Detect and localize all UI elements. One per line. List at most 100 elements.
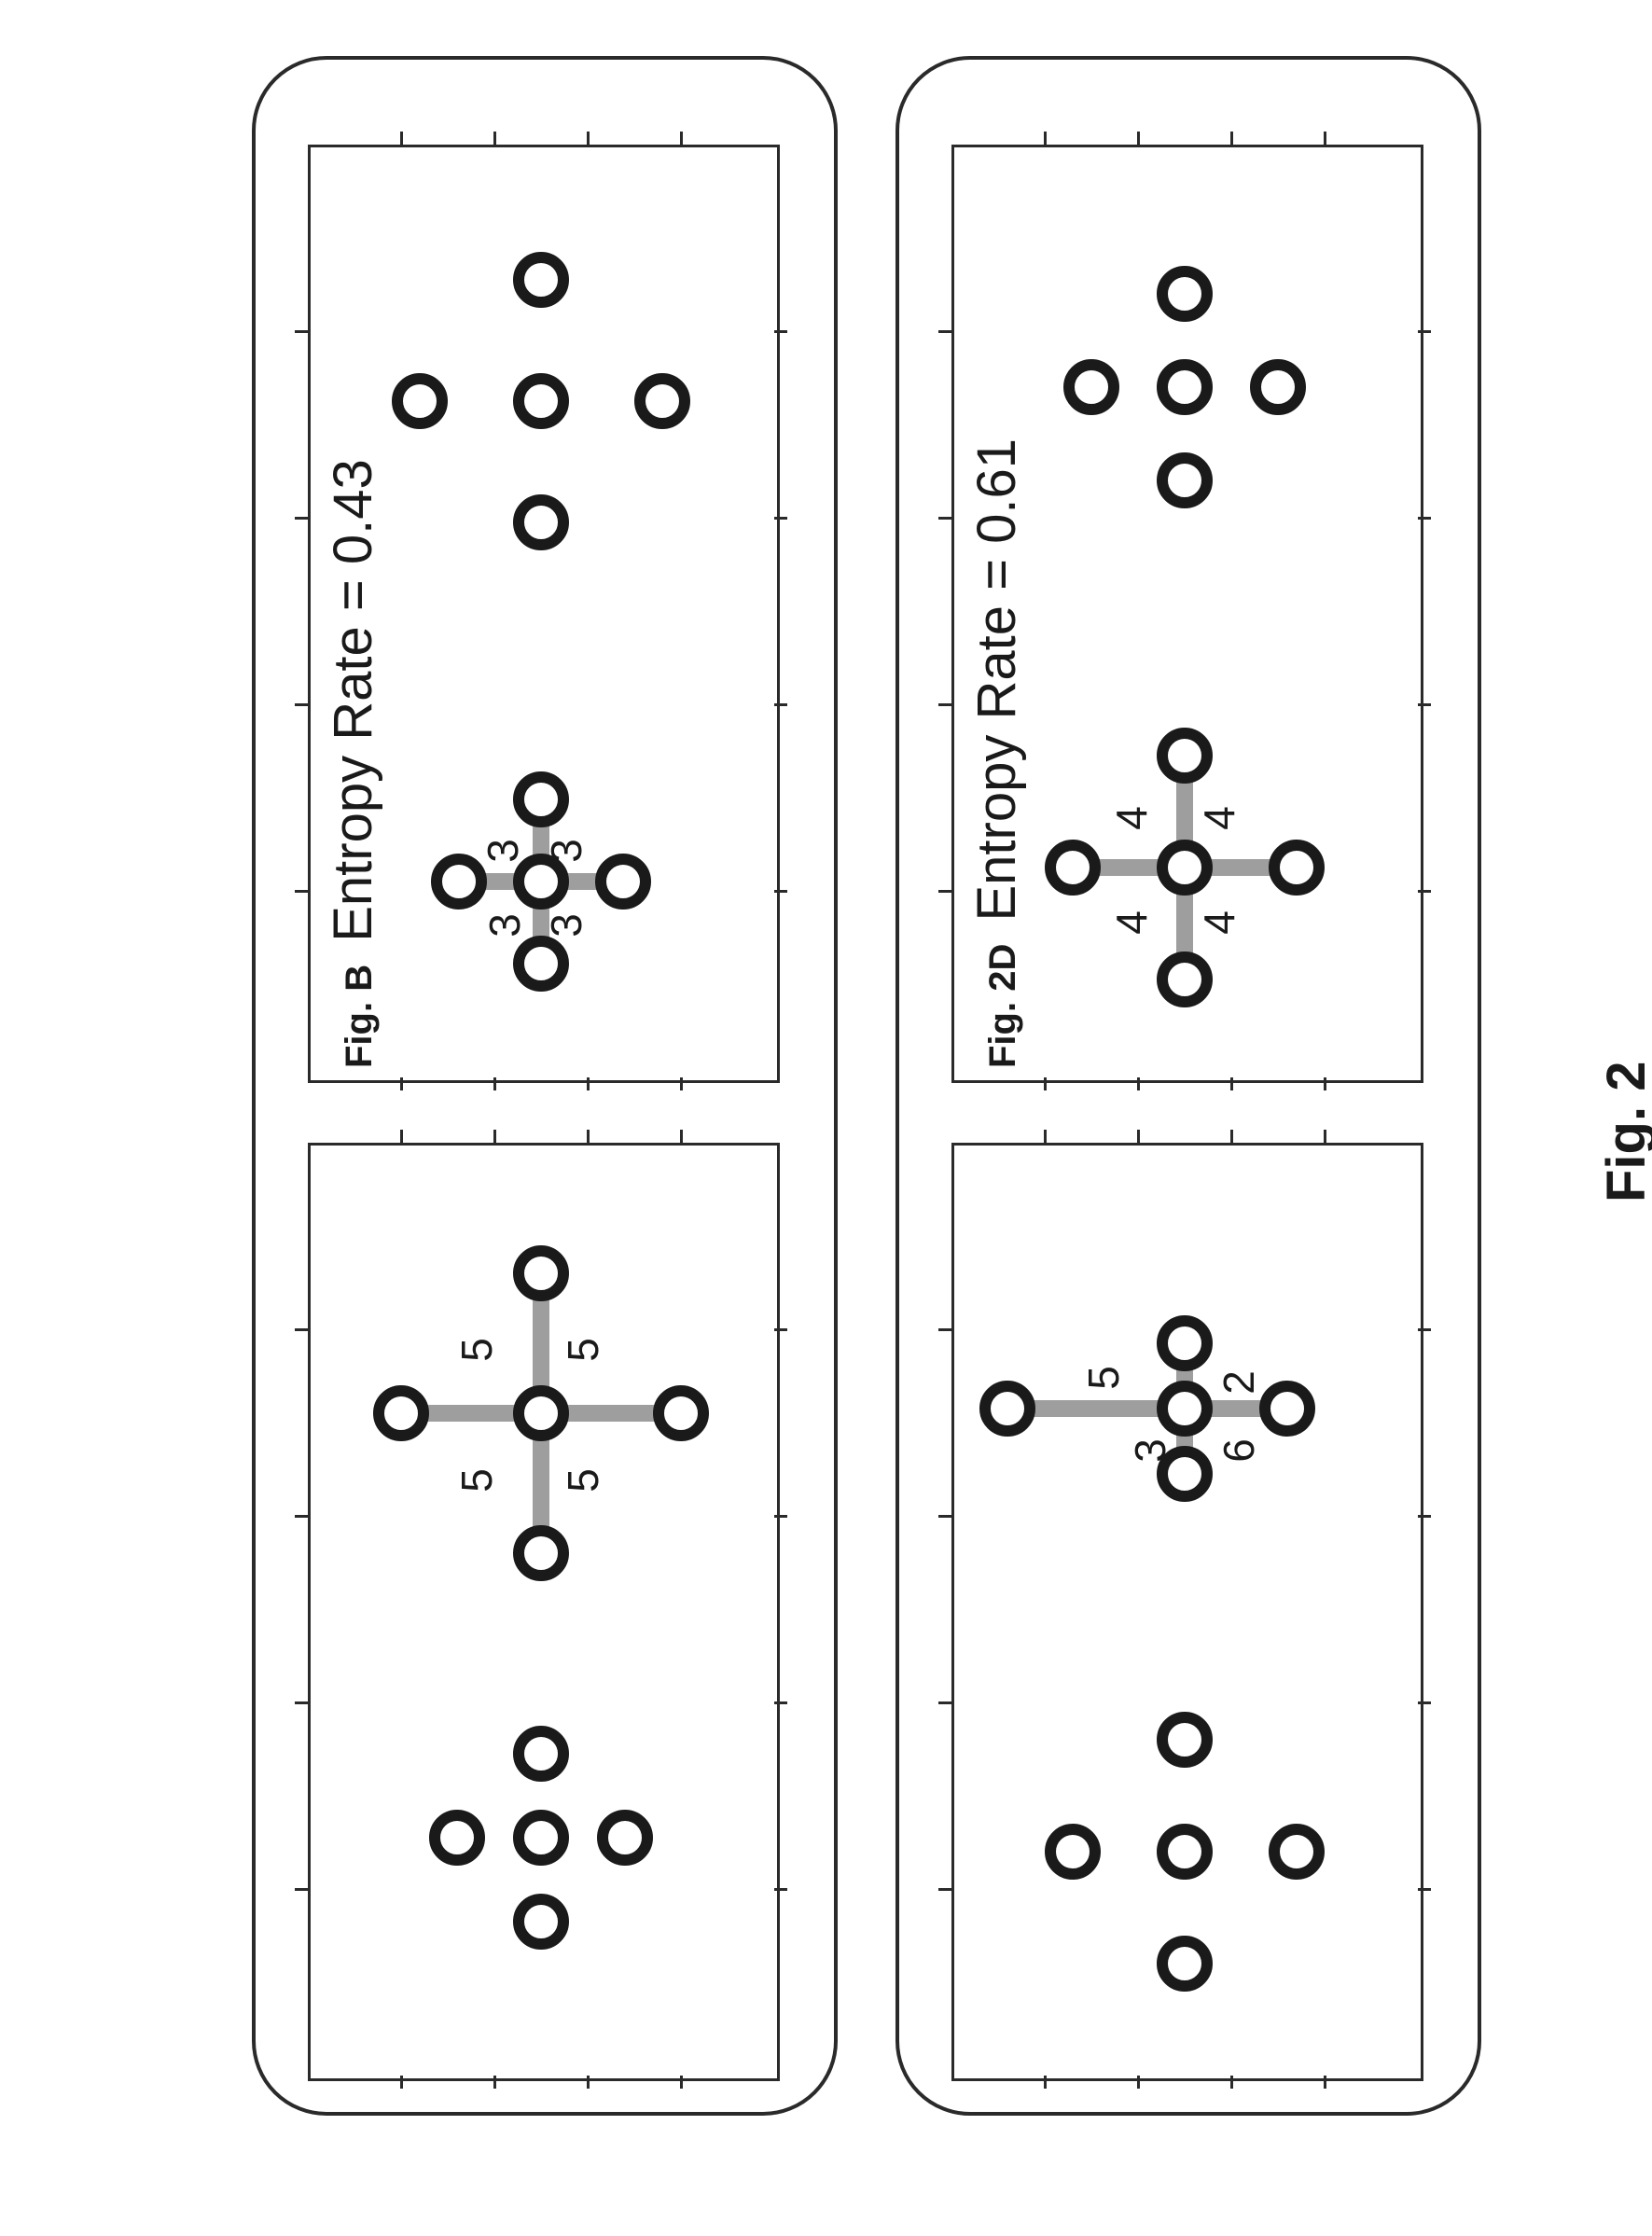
node-2C-c: [1157, 728, 1213, 784]
tick: [1230, 2076, 1233, 2089]
tick: [774, 1515, 787, 1518]
edge-label-2D: 5: [1078, 1366, 1129, 1390]
tick: [1137, 2076, 1140, 2089]
node-2D-c: [979, 1381, 1035, 1437]
tick: [1230, 132, 1233, 145]
node-2B-u: [429, 1810, 485, 1866]
node-2A-u: [513, 252, 569, 308]
tick: [587, 1077, 590, 1090]
edge-label-2C: 4: [1194, 806, 1244, 830]
tick: [1044, 1077, 1047, 1090]
tick: [774, 517, 787, 520]
node-2D-c: [1157, 1315, 1213, 1371]
tick: [1230, 1130, 1233, 1143]
node-2A-c: [595, 854, 651, 910]
tick: [295, 1515, 308, 1518]
edge-label-2B: 5: [558, 1338, 608, 1362]
tick: [295, 1701, 308, 1704]
node-2C-u: [1250, 359, 1306, 415]
rate-label: Entropy Rate = 0.43: [323, 459, 383, 957]
node-2B-u: [513, 1726, 569, 1782]
node-2C-u: [1157, 266, 1213, 322]
tick: [774, 703, 787, 706]
node-2C-u: [1157, 452, 1213, 508]
fig-label: Fig. B: [339, 965, 380, 1068]
edge-label-2B: 5: [451, 1338, 502, 1362]
edge-label-2C: 4: [1106, 910, 1157, 935]
edge-label-2C: 4: [1194, 910, 1244, 935]
tick: [680, 1077, 683, 1090]
tick: [400, 1077, 403, 1090]
node-2A-c: [513, 936, 569, 992]
node-2C-u: [1157, 359, 1213, 415]
node-2D-c: [1259, 1381, 1315, 1437]
figure-page: Fig. 2Fig. 2A Entropy Rate = 0.813333Fig…: [0, 0, 1652, 2236]
tick: [1324, 132, 1326, 145]
tick: [1324, 1077, 1326, 1090]
tick: [938, 890, 951, 893]
tick: [774, 890, 787, 893]
tick: [774, 1701, 787, 1704]
tick: [493, 2076, 496, 2089]
tick: [587, 132, 590, 145]
main-caption: Fig. 2: [1595, 1061, 1652, 1201]
tick: [1324, 1130, 1326, 1143]
edge-label-2B: 5: [451, 1468, 502, 1493]
node-2A-u: [513, 494, 569, 550]
node-2B-u: [597, 1810, 653, 1866]
node-2C-c: [1157, 951, 1213, 1007]
tick: [493, 1077, 496, 1090]
node-2C-c: [1045, 840, 1101, 896]
tick: [1044, 2076, 1047, 2089]
title-2B: Fig. B Entropy Rate = 0.43: [322, 459, 384, 1068]
tick: [587, 2076, 590, 2089]
tick: [938, 1328, 951, 1331]
tick: [938, 330, 951, 333]
node-2A-u: [513, 373, 569, 429]
edge-label-2D: 6: [1214, 1438, 1264, 1463]
node-2D-u: [1045, 1824, 1101, 1880]
tick: [295, 890, 308, 893]
tick: [295, 517, 308, 520]
tick: [587, 1130, 590, 1143]
tick: [680, 2076, 683, 2089]
node-2A-u: [634, 373, 690, 429]
tick: [1418, 1328, 1431, 1331]
tick: [400, 2076, 403, 2089]
tick: [1044, 132, 1047, 145]
node-2B-c: [513, 1245, 569, 1301]
edge-label-2A: 3: [541, 913, 591, 937]
tick: [938, 703, 951, 706]
rate-label: Entropy Rate = 0.61: [966, 438, 1027, 937]
node-2B-u: [513, 1810, 569, 1866]
node-2C-c: [1157, 840, 1213, 896]
edge-label-2C: 4: [1106, 806, 1157, 830]
edge-label-2A: 3: [479, 913, 530, 937]
tick: [938, 1701, 951, 1704]
edge-label-2D: 3: [1125, 1438, 1175, 1463]
node-2C-u: [1063, 359, 1119, 415]
tick: [774, 1328, 787, 1331]
node-2B-u: [513, 1894, 569, 1950]
node-2B-c: [513, 1385, 569, 1441]
tick: [680, 132, 683, 145]
tick: [1418, 330, 1431, 333]
node-2B-c: [513, 1525, 569, 1581]
node-2D-u: [1157, 1824, 1213, 1880]
tick: [938, 1888, 951, 1891]
node-2D-c: [1157, 1381, 1213, 1437]
node-2D-u: [1157, 1712, 1213, 1768]
node-2B-c: [373, 1385, 429, 1441]
tick: [1418, 1515, 1431, 1518]
tick: [400, 1130, 403, 1143]
tick: [493, 1130, 496, 1143]
tick: [774, 330, 787, 333]
node-2B-c: [653, 1385, 709, 1441]
tick: [1137, 1077, 1140, 1090]
edge-label-2A: 3: [478, 839, 528, 863]
tick: [295, 1328, 308, 1331]
edge-label-2B: 5: [558, 1468, 608, 1493]
tick: [1230, 1077, 1233, 1090]
tick: [1137, 1130, 1140, 1143]
tick: [1418, 1701, 1431, 1704]
